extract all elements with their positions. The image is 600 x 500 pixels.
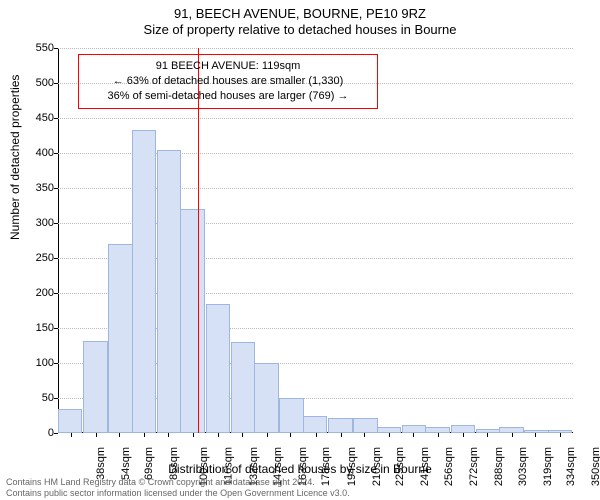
histogram-bar xyxy=(132,130,156,433)
ytick-mark xyxy=(54,258,58,259)
ytick-mark xyxy=(54,328,58,329)
histogram-bar xyxy=(58,409,82,434)
histogram-bar xyxy=(108,244,132,433)
xtick-mark xyxy=(144,433,145,437)
ytick-label: 500 xyxy=(36,77,54,89)
annotation-line-1: ← 63% of detached houses are smaller (1,… xyxy=(81,74,375,89)
ytick-mark xyxy=(54,83,58,84)
histogram-bar xyxy=(476,429,500,433)
gridline xyxy=(58,118,573,119)
x-axis-label: Distribution of detached houses by size … xyxy=(0,462,600,476)
xtick-mark xyxy=(193,433,194,437)
xtick-mark xyxy=(438,433,439,437)
xtick-mark xyxy=(267,433,268,437)
histogram-bar xyxy=(451,425,475,433)
xtick-mark xyxy=(535,433,536,437)
xtick-mark xyxy=(242,433,243,437)
footer-line-1: Contains HM Land Registry data © Crown c… xyxy=(6,477,594,487)
ytick-label: 100 xyxy=(36,357,54,369)
ytick-label: 150 xyxy=(36,322,54,334)
xtick-mark xyxy=(364,433,365,437)
xtick-mark xyxy=(218,433,219,437)
xtick-mark xyxy=(290,433,291,437)
ytick-label: 400 xyxy=(36,147,54,159)
xtick-mark xyxy=(487,433,488,437)
ytick-label: 250 xyxy=(36,252,54,264)
annotation-line-2: 36% of semi-detached houses are larger (… xyxy=(81,89,375,104)
xtick-mark xyxy=(71,433,72,437)
histogram-bar xyxy=(83,341,107,433)
xtick-mark xyxy=(512,433,513,437)
xtick-mark xyxy=(560,433,561,437)
xtick-mark xyxy=(413,433,414,437)
xtick-mark xyxy=(463,433,464,437)
histogram-bar xyxy=(328,418,352,433)
ytick-mark xyxy=(54,433,58,434)
ytick-mark xyxy=(54,363,58,364)
histogram-bar xyxy=(402,425,426,433)
ytick-label: 450 xyxy=(36,112,54,124)
ytick-label: 0 xyxy=(48,427,54,439)
annotation-box: 91 BEECH AVENUE: 119sqm← 63% of detached… xyxy=(78,54,378,109)
y-axis-label: Number of detached properties xyxy=(8,75,22,240)
annotation-line-0: 91 BEECH AVENUE: 119sqm xyxy=(81,59,375,74)
ytick-mark xyxy=(54,223,58,224)
xtick-mark xyxy=(168,433,169,437)
xtick-mark xyxy=(119,433,120,437)
histogram-bar xyxy=(524,430,548,433)
footer-attribution: Contains HM Land Registry data © Crown c… xyxy=(6,477,594,498)
histogram-bar xyxy=(353,418,377,433)
footer-line-2: Contains public sector information licen… xyxy=(6,488,594,498)
histogram-bar xyxy=(254,363,278,433)
ytick-mark xyxy=(54,153,58,154)
ytick-mark xyxy=(54,293,58,294)
histogram-bar xyxy=(206,304,230,434)
xtick-mark xyxy=(316,433,317,437)
histogram-bar xyxy=(279,398,303,433)
xtick-mark xyxy=(341,433,342,437)
histogram-bar xyxy=(303,416,327,434)
ytick-label: 350 xyxy=(36,182,54,194)
xtick-mark xyxy=(96,433,97,437)
ytick-label: 300 xyxy=(36,217,54,229)
y-axis-line xyxy=(58,48,59,433)
histogram-bar xyxy=(231,342,255,433)
ytick-mark xyxy=(54,398,58,399)
histogram-bar xyxy=(180,209,204,433)
ytick-label: 200 xyxy=(36,287,54,299)
ytick-label: 50 xyxy=(42,392,54,404)
ytick-mark xyxy=(54,118,58,119)
ytick-mark xyxy=(54,48,58,49)
plot-area: 05010015020025030035040045050055038sqm54… xyxy=(58,48,573,433)
gridline xyxy=(58,48,573,49)
xtick-mark xyxy=(389,433,390,437)
histogram-bar xyxy=(157,150,181,434)
ytick-mark xyxy=(54,188,58,189)
title-line-2: Size of property relative to detached ho… xyxy=(0,22,600,37)
chart-container: 91, BEECH AVENUE, BOURNE, PE10 9RZ Size … xyxy=(0,0,600,500)
ytick-label: 550 xyxy=(36,42,54,54)
title-line-1: 91, BEECH AVENUE, BOURNE, PE10 9RZ xyxy=(0,6,600,21)
